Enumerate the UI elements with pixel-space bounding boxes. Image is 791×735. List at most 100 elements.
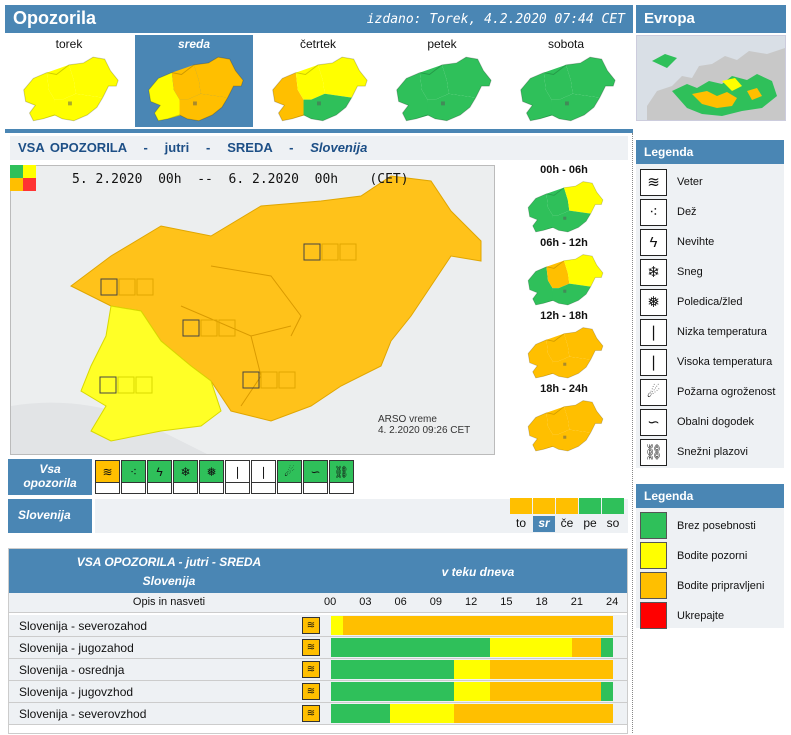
low-temp-icon[interactable]: ❘ [225,460,250,483]
hour-segment [489,682,602,701]
type-icon-base [147,483,172,494]
table-header: VSA OPOZORILA - jutri - SREDA Slovenija … [9,549,627,593]
issued-timestamp: izdano: Torek, 4.2.2020 07:44 CET [366,12,625,27]
description-link[interactable]: Opis in nasveti [132,596,206,608]
title-part-region: Slovenija [310,140,368,155]
wind-icon[interactable]: ≋ [302,617,320,634]
day-label: torek [55,37,83,51]
hour-label: 15 [500,596,513,608]
type-icon-base [303,483,328,494]
snow-icon: ❄ [640,259,667,286]
day-level-swatch [533,498,555,514]
level-label: Bodite pripravljeni [677,580,765,592]
legend-item: ∽ Obalni dogodek [640,409,782,437]
level-label: Brez posebnosti [677,520,756,532]
level-label: Bodite pozorni [677,550,748,562]
legend-item: ❘ Nizka temperatura [640,319,782,347]
wind-icon: ≋ [640,169,667,196]
wind-icon[interactable]: ≋ [302,683,320,700]
six-hour-thumb-2[interactable]: 12h - 18h [499,309,629,379]
ice-icon: ❅ [640,289,667,316]
type-icon-base [95,483,120,494]
table-row[interactable]: Slovenija - severovzhod ≋ [9,703,627,725]
legend-item-label: Poledica/žled [677,296,743,308]
table-subheader: Opis in nasveti 00 03 06 09 12 15 18 21 24 [9,593,627,613]
coastal-icon: ∽ [640,409,667,436]
six-hour-thumb-3[interactable]: 18h - 24h [499,382,629,452]
fire-icon[interactable]: ☄ [277,460,302,483]
day-level-swatch [602,498,624,514]
wind-icon[interactable]: ≋ [302,661,320,678]
hour-segment [331,704,390,723]
day-thumb-1[interactable]: sreda [135,35,253,127]
six-hour-thumb-0[interactable]: 00h - 06h [499,163,629,233]
day-level-label[interactable]: so [606,516,620,530]
hour-segment [601,638,613,657]
legend-item: ϟ Nevihte [640,229,782,257]
rain-icon[interactable]: ⁖ [121,460,146,483]
table-row[interactable]: Slovenija - jugovzhod ≋ [9,681,627,703]
day-level-swatch [579,498,601,514]
hour-label: 00 [324,596,337,608]
region-name: Slovenija - severovzhod [19,707,147,721]
high-temp-icon[interactable]: ❘ [251,460,276,483]
legend-item: ☄ Požarna ogroženost [640,379,782,407]
hour-label: 06 [394,596,407,608]
ice-icon[interactable]: ❅ [199,460,224,483]
legend-item-label: Veter [677,176,703,188]
header-bar: Opozorila izdano: Torek, 4.2.2020 07:44 … [5,5,633,33]
all-warnings-label[interactable]: Vsa opozorila [8,459,92,495]
all-warnings-line1: Vsa [39,462,61,476]
rain-icon: ⁖ [640,199,667,226]
type-icon-base [225,483,250,494]
hour-segment [331,660,455,679]
fire-icon: ☄ [640,379,667,406]
day-thumb-2[interactable]: četrtek [259,35,377,127]
table-row[interactable]: Slovenija - osrednja ≋ [9,659,627,681]
hour-segment [331,616,343,635]
europe-title[interactable]: Evropa [636,5,786,33]
snow-icon[interactable]: ❄ [173,460,198,483]
day-level-label[interactable]: sr [533,516,555,532]
title-part-tomorrow: jutri [164,140,190,155]
hour-segment [454,682,490,701]
avalanche-icon[interactable]: ⛓ [329,460,354,483]
table-row[interactable]: Slovenija - jugozahod ≋ [9,637,627,659]
six-hour-thumb-1[interactable]: 06h - 12h [499,236,629,306]
map-credit: ARSO vreme 4. 2.2020 09:26 CET [378,414,470,436]
hour-segment [454,704,613,723]
region-name: Slovenija - severozahod [19,619,148,633]
title-part-day: SREDA [227,140,273,155]
hour-segment [454,660,490,679]
day-thumb-3[interactable]: petek [383,35,501,127]
wind-icon[interactable]: ≋ [302,639,320,656]
level-color-key-icon [10,165,36,191]
region-name: Slovenija - osrednja [19,663,125,677]
wind-icon[interactable]: ≋ [302,705,320,722]
level-label: Ukrepajte [677,610,725,622]
slovenia-warning-map[interactable] [10,165,495,455]
europe-map[interactable] [636,35,786,121]
hour-segment [342,616,613,635]
day-thumb-0[interactable]: torek [10,35,128,127]
six-hour-label: 12h - 18h [540,310,588,322]
region-label[interactable]: Slovenija [8,499,92,533]
storm-icon: ϟ [640,229,667,256]
day-thumb-4[interactable]: sobota [507,35,625,127]
table-row[interactable]: Slovenija - severozahod ≋ [9,615,627,637]
hour-segment [489,660,613,679]
type-icon-base [251,483,276,494]
coastal-icon[interactable]: ∽ [303,460,328,483]
column-divider [632,133,633,733]
day-level-label[interactable]: če [560,516,574,530]
high-temp-icon: ❘ [640,349,667,376]
level-swatch [640,542,667,569]
region-name: Slovenija - jugovzhod [19,685,134,699]
wind-icon[interactable]: ≋ [95,460,120,483]
storm-icon[interactable]: ϟ [147,460,172,483]
legend-item-label: Sneg [677,266,703,278]
legend-item-label: Visoka temperatura [677,356,773,368]
day-level-label[interactable]: pe [583,516,597,530]
day-level-label[interactable]: to [515,516,526,530]
region-name: Slovenija - jugozahod [19,641,134,655]
